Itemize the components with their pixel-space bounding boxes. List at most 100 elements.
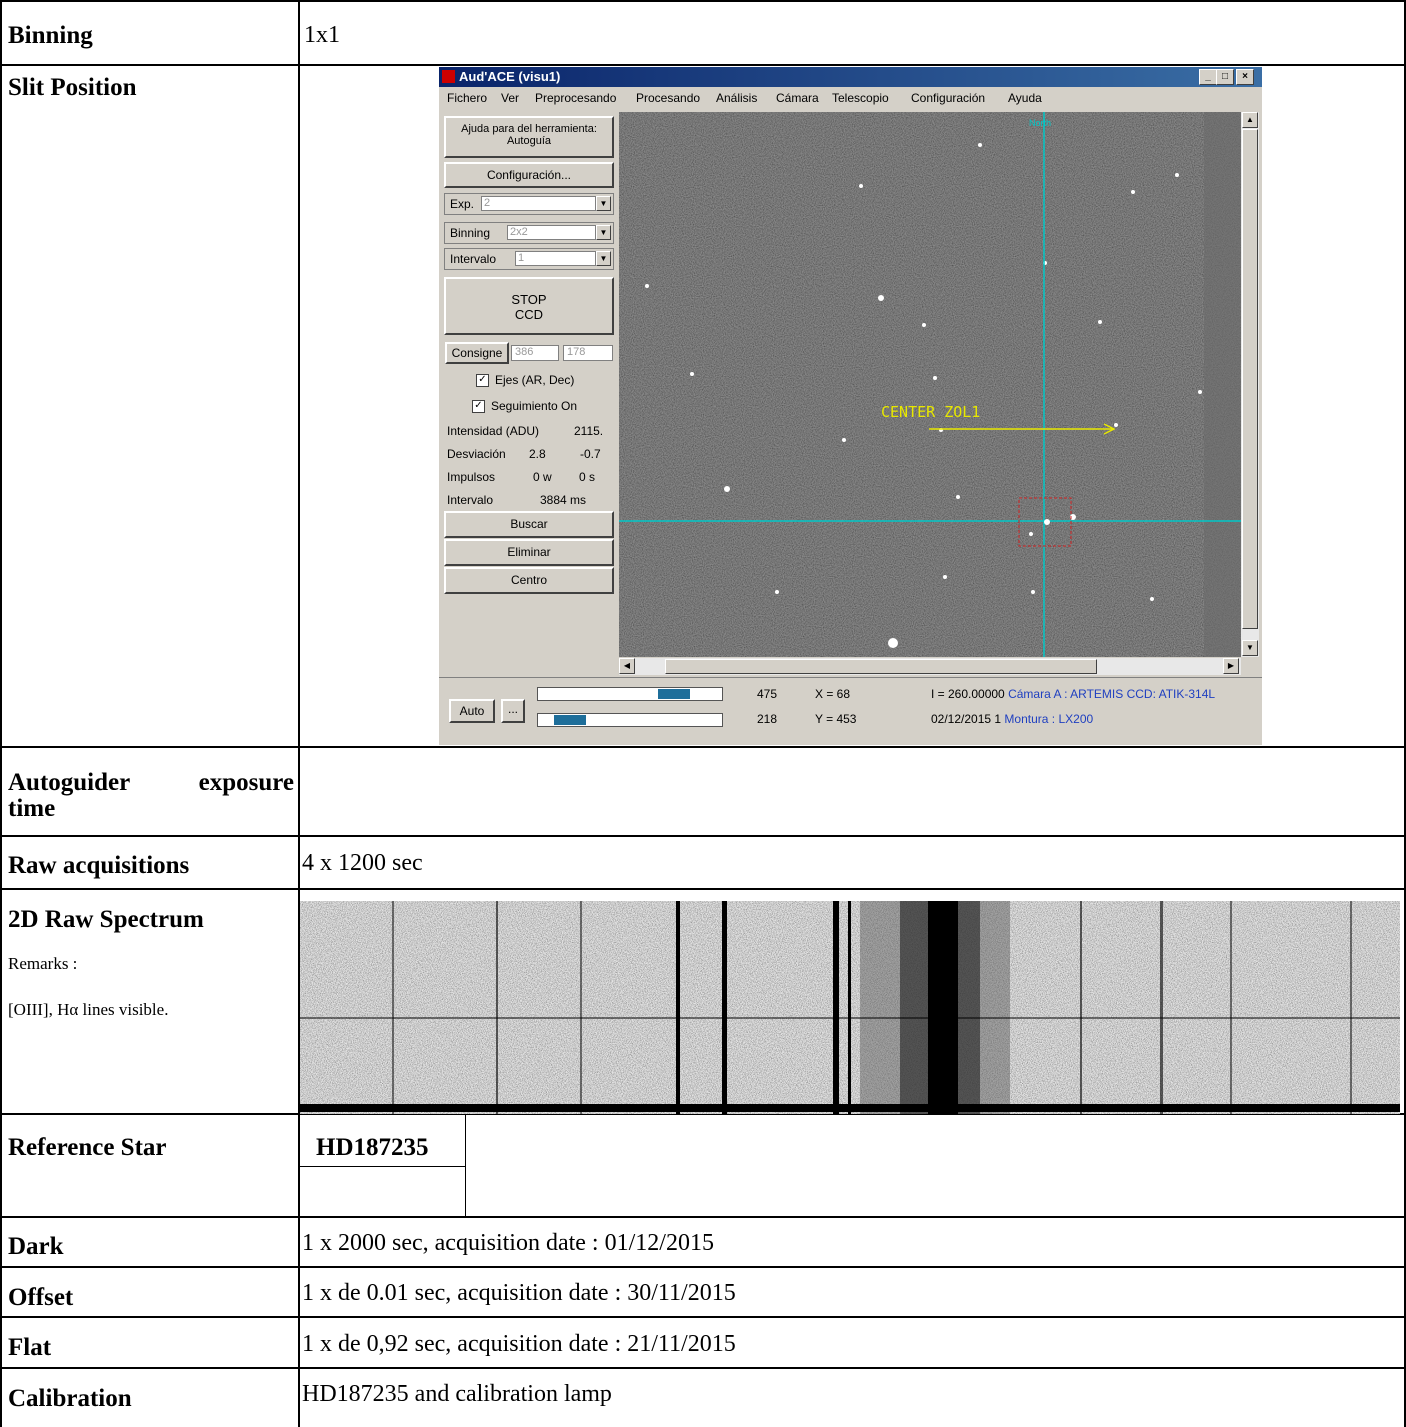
seguimiento-label: Seguimiento On (491, 399, 578, 413)
exp-combo[interactable]: Exp. 2 ▼ (444, 193, 614, 215)
window-titlebar: Aud'ACE (visu1) _ □ × (439, 67, 1262, 87)
mount-value: LX200 (1058, 712, 1094, 726)
north-label: North (1029, 118, 1051, 128)
more-button[interactable]: ... (501, 699, 525, 723)
autoguider-label: Autoguider exposure time (8, 769, 294, 822)
mount-label: Montura : (1004, 712, 1056, 726)
intervalo-ms-value: 3884 ms (540, 493, 587, 507)
raw-acquisitions-label: Raw acquisitions (8, 852, 190, 879)
ref-box-middle (299, 1166, 466, 1167)
emission-lines (300, 901, 1400, 1114)
row-divider (0, 835, 1406, 837)
desviacion-value-1: 2.8 (529, 447, 546, 461)
menu-preprocesando[interactable]: Preprocesando (535, 91, 617, 105)
table-border-top (0, 0, 1406, 2)
row-divider (0, 1216, 1406, 1218)
centro-button[interactable]: Centro (444, 567, 614, 594)
ccd-line: CCD (514, 307, 544, 322)
y-readout: Y = 453 (815, 712, 857, 726)
chevron-down-icon[interactable]: ▼ (596, 196, 611, 211)
intervalo-ms-label: Intervalo (447, 493, 494, 507)
auto-button[interactable]: Auto (449, 699, 495, 723)
desviacion-value-2: -0.7 (580, 447, 601, 461)
x-readout: X = 68 (815, 687, 851, 701)
scroll-left-icon[interactable]: ◀ (619, 658, 635, 674)
chevron-down-icon[interactable]: ▼ (596, 225, 611, 240)
help-tool-line1: Ajuda para del herramienta: (461, 123, 597, 135)
menu-bar: Fichero Ver Preprocesando Procesando Aná… (439, 87, 1262, 108)
scroll-down-icon[interactable]: ▼ (1242, 640, 1258, 656)
intervalo-label: Intervalo (450, 252, 497, 266)
ejes-checkbox[interactable]: ✓ (476, 374, 489, 387)
intervalo-combo[interactable]: Intervalo 1 ▼ (444, 248, 614, 270)
flat-value: 1 x de 0,92 sec, acquisition date : 21/1… (302, 1331, 736, 1357)
camera-value: A : ARTEMIS CCD: ATIK-314L (1053, 687, 1216, 701)
consigne-x-input[interactable]: 386 (511, 345, 559, 361)
audace-window: Aud'ACE (visu1) _ □ × Fichero Ver Prepro… (439, 67, 1262, 745)
impulsos-label: Impulsos (447, 470, 496, 484)
slider-thumb[interactable] (658, 689, 690, 699)
flat-label: Flat (8, 1334, 52, 1361)
menu-ayuda[interactable]: Ayuda (1008, 91, 1042, 105)
menu-configuracion[interactable]: Configuración (911, 91, 986, 105)
contrast-low-slider[interactable] (537, 713, 723, 727)
stop-ccd-button[interactable]: STOP CCD (444, 277, 614, 335)
scroll-thumb[interactable] (1242, 129, 1258, 629)
center-annotation: CENTER ZOL1 (881, 403, 980, 421)
row-divider (0, 1113, 1406, 1115)
date-readout: 02/12/2015 1 Montura : LX200 (931, 712, 1094, 726)
app-icon (442, 70, 455, 83)
ejes-label: Ejes (AR, Dec) (495, 373, 575, 387)
exp-label: Exp. (450, 197, 475, 211)
slider1-value: 475 (757, 687, 778, 701)
menu-fichero[interactable]: Fichero (447, 91, 488, 105)
intervalo-input[interactable]: 1 (515, 251, 596, 266)
binning-label: Binning (8, 22, 93, 49)
menu-analisis[interactable]: Análisis (716, 91, 758, 105)
impulsos-value-1: 0 w (533, 470, 552, 484)
dark-value: 1 x 2000 sec, acquisition date : 01/12/2… (302, 1230, 714, 1256)
binning-input[interactable]: 2x2 (507, 225, 596, 240)
maximize-button[interactable]: □ (1216, 69, 1234, 85)
menu-procesando[interactable]: Procesando (636, 91, 701, 105)
close-button[interactable]: × (1236, 69, 1254, 85)
menu-camara[interactable]: Cámara (776, 91, 819, 105)
consigne-button[interactable]: Consigne (445, 342, 509, 364)
hscroll-thumb[interactable] (665, 659, 1097, 674)
binning-combo[interactable]: Binning 2x2 ▼ (444, 222, 614, 244)
scroll-up-icon[interactable]: ▲ (1242, 112, 1258, 128)
exp-input[interactable]: 2 (481, 196, 596, 211)
configuracion-button[interactable]: Configuración... (444, 162, 614, 188)
help-tool-button[interactable]: Ajuda para del herramienta: Autoguía (444, 116, 614, 158)
calibration-label: Calibration (8, 1385, 132, 1412)
guide-camera-image[interactable]: CENTER ZOL1 North (619, 112, 1259, 657)
minimize-button[interactable]: _ (1199, 69, 1217, 85)
horizontal-scrollbar[interactable]: ◀ ▶ (619, 658, 1241, 675)
seguimiento-checkbox[interactable]: ✓ (472, 400, 485, 413)
status-panel: Auto ... 475 218 X = 68 Y = 453 I = 260.… (439, 677, 1262, 745)
raw-spectrum-image (300, 901, 1400, 1114)
row-divider (0, 64, 1406, 66)
binning-combo-label: Binning (450, 226, 491, 240)
slider-thumb[interactable] (554, 715, 586, 725)
intensidad-label: Intensidad (ADU) (447, 424, 540, 438)
slider2-value: 218 (757, 712, 778, 726)
impulsos-value-2: 0 s (579, 470, 596, 484)
row-divider (0, 1367, 1406, 1369)
calibration-value: HD187235 and calibration lamp (302, 1381, 612, 1407)
desviacion-label: Desviación (447, 447, 506, 461)
vertical-scrollbar[interactable]: ▲ ▼ (1241, 112, 1259, 657)
reference-star-value: HD187235 (316, 1134, 429, 1161)
eliminar-button[interactable]: Eliminar (444, 539, 614, 566)
consigne-y-input[interactable]: 178 (563, 345, 613, 361)
chevron-down-icon[interactable]: ▼ (596, 251, 611, 266)
buscar-button[interactable]: Buscar (444, 511, 614, 538)
binning-value: 1x1 (304, 22, 340, 48)
scroll-right-icon[interactable]: ▶ (1223, 658, 1239, 674)
stop-line: STOP (511, 292, 547, 307)
stars (645, 143, 1202, 648)
menu-telescopio[interactable]: Telescopio (832, 91, 889, 105)
contrast-high-slider[interactable] (537, 687, 723, 701)
spectrum-canvas (300, 901, 1400, 1114)
menu-ver[interactable]: Ver (501, 91, 520, 105)
